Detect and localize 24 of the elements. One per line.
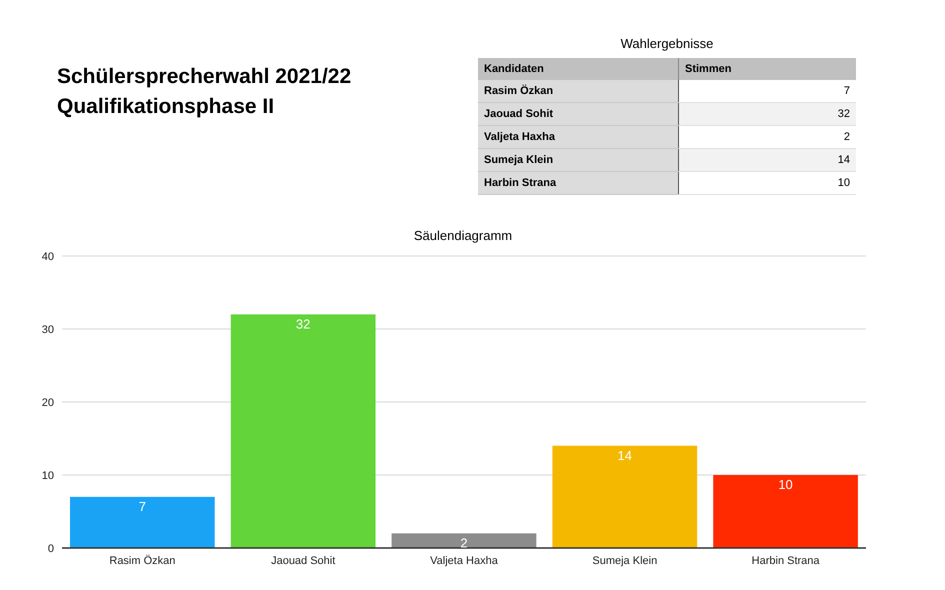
data-label: 7 (138, 499, 146, 514)
data-label: 14 (618, 448, 632, 464)
bar (552, 446, 698, 548)
bar (713, 475, 858, 548)
x-tick-label: Sumeja Klein (592, 554, 658, 567)
text: Wahlergebnisse (620, 36, 714, 53)
x-tick-label: Harbin Strana (752, 554, 820, 567)
x-tick-label: Jaouad Sohit (271, 554, 336, 567)
y-tick-label: 10 (42, 470, 54, 482)
bar (230, 314, 376, 548)
data-label: 10 (778, 477, 793, 492)
x-tick-label: Valjeta Haxha (430, 554, 499, 567)
data-label: 2 (460, 536, 468, 551)
y-tick-label: 30 (42, 324, 54, 336)
bar (70, 496, 215, 548)
bar (392, 533, 536, 548)
y-tick-label: 40 (42, 250, 54, 263)
data-label: 32 (296, 316, 310, 332)
chart-title: Schülersprecherwahl 2021/22 Qualifikationsphase II (57, 64, 352, 120)
y-tick-label: 20 (42, 396, 54, 409)
results-table: Kandidaten Stimmen Rasim Özkan 7 Jaouad Sohit 32 Valjeta Haxha 2 Sumeja Klein 14 Harbin Strana 10 (478, 58, 856, 195)
chart-subtitle: Säulendiagramm (412, 228, 514, 243)
y-tick-label: 0 (48, 542, 54, 555)
x-tick-label: Rasim Özkan (109, 554, 176, 567)
